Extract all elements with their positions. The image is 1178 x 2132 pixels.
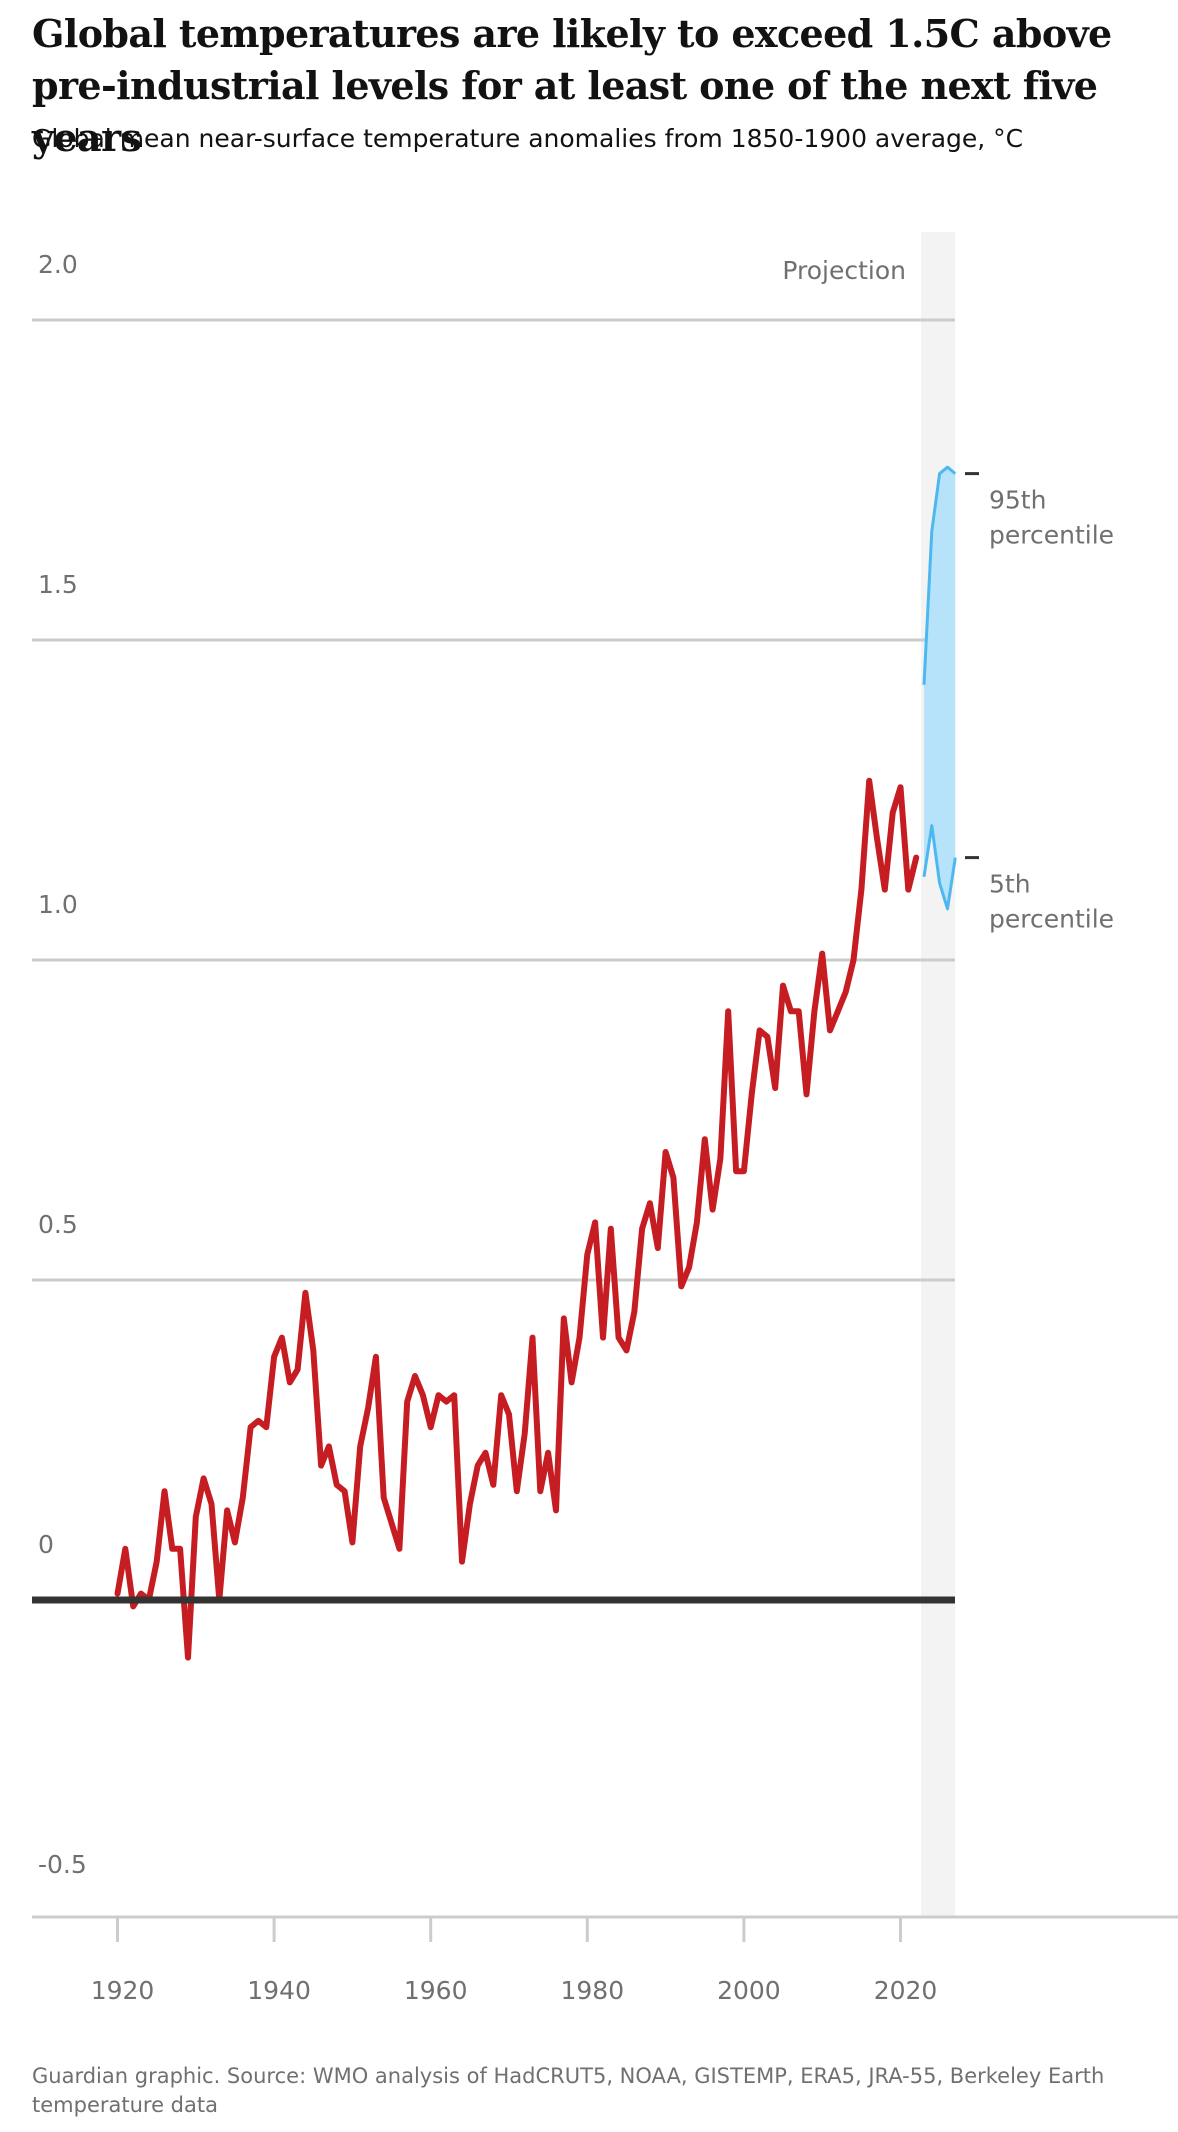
projection-label: Projection bbox=[782, 256, 906, 285]
x-tick-label: 1920 bbox=[91, 1976, 155, 2005]
y-tick-label: 2.0 bbox=[38, 250, 78, 279]
y-tick-label: 1.5 bbox=[38, 570, 78, 599]
gridlines bbox=[32, 318, 955, 1282]
observed-temperature-line bbox=[114, 777, 920, 1661]
y-tick-label: -0.5 bbox=[38, 1850, 87, 1879]
chart-subtitle: Global mean near-surface temperature ano… bbox=[32, 124, 1024, 153]
projection-95th-percentile-line bbox=[922, 465, 957, 685]
projection-5th-percentile-line bbox=[922, 824, 957, 911]
x-tick-label: 2020 bbox=[874, 1976, 938, 2005]
chart-title: Global temperatures are likely to exceed… bbox=[32, 11, 1112, 160]
percentile-labels: 95th percentile 5th percentile bbox=[965, 472, 1114, 934]
y-axis-tick-labels: -0.5 0 0.5 1.0 1.5 2.0 bbox=[38, 250, 87, 1879]
y-tick-label: 0 bbox=[38, 1530, 54, 1559]
temperature-chart: -0.5 0 0.5 1.0 1.5 2.0 Projection 95th percent… bbox=[32, 232, 1178, 2005]
y-tick-label: 1.0 bbox=[38, 890, 78, 919]
source-note: Guardian graphic. Source: WMO analysis o… bbox=[32, 2064, 1105, 2117]
x-tick-label: 1940 bbox=[247, 1976, 311, 2005]
projection-range-area bbox=[924, 467, 956, 909]
label-95th-percentile: 95th bbox=[989, 486, 1046, 515]
label-5th-percentile: percentile bbox=[989, 905, 1114, 934]
x-axis-ticks: 1920 1940 1960 1980 2000 2020 bbox=[91, 1917, 938, 2005]
label-95th-percentile: percentile bbox=[989, 521, 1114, 550]
x-tick-label: 2000 bbox=[717, 1976, 781, 2005]
label-5th-percentile: 5th bbox=[989, 870, 1031, 899]
x-tick-label: 1980 bbox=[560, 1976, 624, 2005]
y-tick-label: 0.5 bbox=[38, 1210, 78, 1239]
x-tick-label: 1960 bbox=[404, 1976, 468, 2005]
